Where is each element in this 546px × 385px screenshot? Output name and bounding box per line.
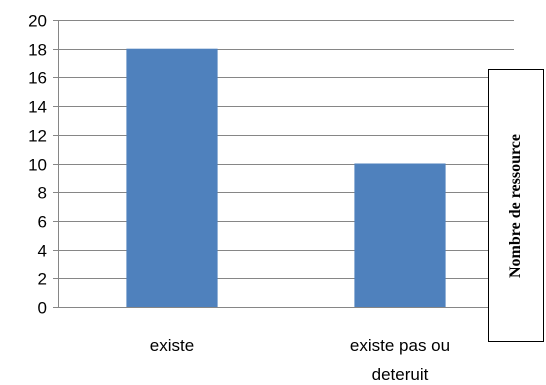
- legend-label: Nombre de ressource: [507, 133, 524, 278]
- y-tick-label: 18: [28, 41, 47, 60]
- bars: [126, 48, 446, 307]
- bar-2: [354, 163, 446, 307]
- x-category-label: existe pas ou deteruit: [350, 336, 450, 384]
- x-category-label: existe: [150, 336, 194, 355]
- y-tick-label: 6: [38, 213, 47, 232]
- y-tick-label: 16: [28, 69, 47, 88]
- y-tick-label: 12: [28, 127, 47, 146]
- y-axis-tick-labels: 0 2 4 6 8 10 12 14 16 18 20: [28, 12, 47, 318]
- y-tick-label: 2: [38, 270, 47, 289]
- y-tick-label: 10: [28, 156, 47, 175]
- legend-box: Nombre de ressource: [488, 69, 544, 342]
- y-tick-label: 14: [28, 98, 47, 117]
- bar-1: [126, 48, 218, 307]
- y-tick-label: 8: [38, 184, 47, 203]
- x-axis-category-labels: existe existe pas ou deteruit: [150, 336, 450, 384]
- y-tick-label: 4: [38, 242, 47, 261]
- y-tick-label: 20: [28, 12, 47, 31]
- y-tick-label: 0: [38, 299, 47, 318]
